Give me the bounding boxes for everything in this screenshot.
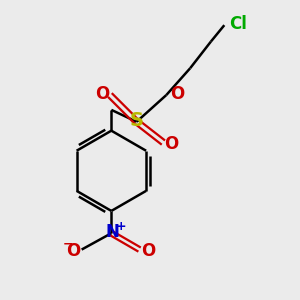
Text: O: O [141, 242, 155, 260]
Text: +: + [116, 220, 127, 233]
Text: S: S [130, 111, 144, 130]
Text: O: O [170, 85, 184, 103]
Text: −: − [63, 238, 74, 251]
Text: O: O [165, 135, 179, 153]
Text: Cl: Cl [229, 15, 247, 33]
Text: N: N [106, 223, 120, 241]
Text: O: O [95, 85, 110, 103]
Text: O: O [66, 242, 80, 260]
